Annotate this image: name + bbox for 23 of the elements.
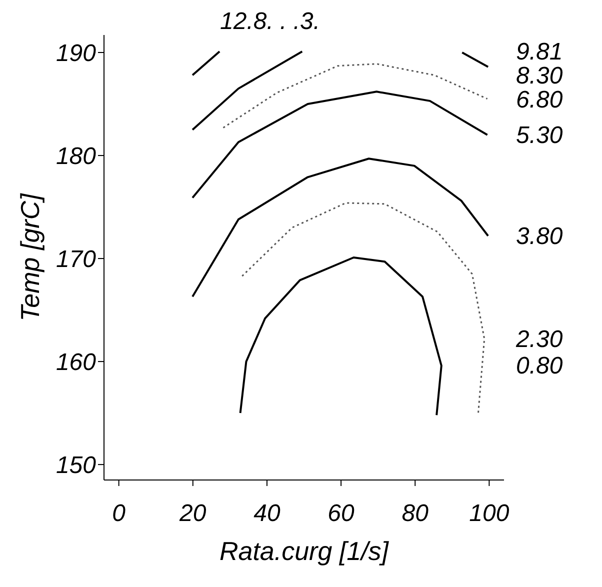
- x-tick-label: 20: [178, 500, 207, 528]
- x-tick-label: 60: [328, 500, 356, 528]
- series-label: 5.30: [516, 122, 564, 149]
- y-tick-label: 160: [56, 349, 97, 376]
- y-tick-label: 170: [56, 246, 97, 274]
- line-series: [239, 256, 442, 416]
- line-series: [192, 158, 490, 298]
- series-label: 3.80: [516, 222, 564, 250]
- y-axis-title: Temp [grC]: [15, 192, 46, 322]
- annotation: 12.8. . .3.: [218, 8, 322, 36]
- text: 0.80: [516, 352, 564, 380]
- line-series: [192, 90, 488, 199]
- series-label: 2.30: [515, 326, 564, 353]
- x-axis-title: Rata.curg [1/s]: [219, 536, 390, 566]
- x-tick-label: 100: [469, 500, 510, 528]
- line-series: [241, 202, 486, 416]
- y-tick-label: 190: [56, 40, 97, 68]
- x-tick-label: 80: [402, 500, 430, 528]
- x-tick-label: 40: [254, 500, 281, 528]
- y-tick-label: 150: [56, 452, 97, 480]
- y-tick-label: 180: [56, 143, 97, 170]
- x-tick-label: 0: [112, 500, 126, 528]
- line-series: [222, 63, 488, 128]
